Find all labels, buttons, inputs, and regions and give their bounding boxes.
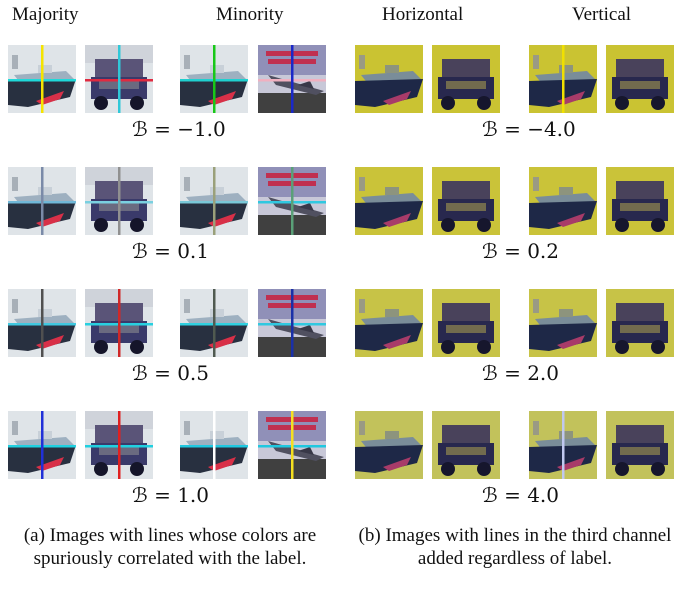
header-vertical: Vertical [572, 4, 632, 25]
thumbnail-left-r3-c1 [8, 289, 76, 357]
thumbnail-right-r2-c2 [432, 167, 500, 235]
thumbnail-right-r3-c3 [529, 289, 597, 357]
thumbnail-left-r1-c1 [8, 45, 76, 113]
thumbnail-left-r1-c4 [258, 45, 326, 113]
thumbnail-left-r4-c4 [258, 411, 326, 479]
thumbnail-right-r3-c4 [606, 289, 674, 357]
thumbnail-left-r4-c2 [85, 411, 153, 479]
thumbnail-right-r3-c1 [355, 289, 423, 357]
thumbnail-left-r4-c3 [180, 411, 248, 479]
thumbnail-left-r1-c2 [85, 45, 153, 113]
thumbnail-right-r2-c1 [355, 167, 423, 235]
thumbnail-left-r3-c4 [258, 289, 326, 357]
thumbnail-right-r2-c3 [529, 167, 597, 235]
bias-label-left-2: ℬ = 0.1 [132, 239, 210, 263]
thumbnail-left-r4-c1 [8, 411, 76, 479]
thumbnail-right-r4-c3 [529, 411, 597, 479]
thumbnail-left-r2-c4 [258, 167, 326, 235]
thumbnail-left-r1-c3 [180, 45, 248, 113]
thumbnail-left-r2-c3 [180, 167, 248, 235]
caption-b: (b) Images with lines in the third chann… [358, 525, 672, 569]
thumbnail-left-r3-c2 [85, 289, 153, 357]
thumbnail-left-r2-c2 [85, 167, 153, 235]
bias-label-right-4: ℬ = 4.0 [482, 483, 560, 507]
thumbnail-right-r4-c1 [355, 411, 423, 479]
bias-label-right-1: ℬ = −4.0 [482, 117, 576, 141]
caption-a: (a) Images with lines whose colors are s… [23, 525, 317, 569]
header-horizontal: Horizontal [382, 4, 464, 25]
bias-label-left-4: ℬ = 1.0 [132, 483, 210, 507]
bias-label-left-1: ℬ = −1.0 [132, 117, 226, 141]
bias-label-left-3: ℬ = 0.5 [132, 361, 210, 385]
thumbnail-right-r4-c4 [606, 411, 674, 479]
header-majority: Majority [12, 4, 79, 25]
bias-label-right-3: ℬ = 2.0 [482, 361, 560, 385]
thumbnail-left-r3-c3 [180, 289, 248, 357]
thumbnail-right-r3-c2 [432, 289, 500, 357]
thumbnail-right-r2-c4 [606, 167, 674, 235]
thumbnail-right-r1-c2 [432, 45, 500, 113]
thumbnail-right-r1-c4 [606, 45, 674, 113]
thumbnail-right-r1-c1 [355, 45, 423, 113]
thumbnail-right-r4-c2 [432, 411, 500, 479]
thumbnail-left-r2-c1 [8, 167, 76, 235]
bias-label-right-2: ℬ = 0.2 [482, 239, 560, 263]
header-minority: Minority [216, 4, 284, 25]
thumbnail-right-r1-c3 [529, 45, 597, 113]
